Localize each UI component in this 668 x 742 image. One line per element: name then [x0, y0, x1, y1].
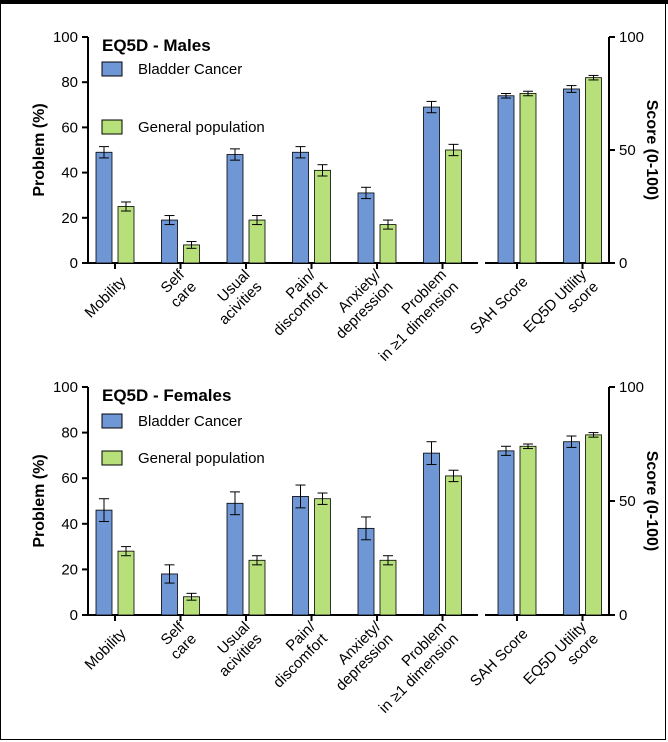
x-tick-label: Pain/discomfort	[258, 266, 332, 340]
bar-general	[519, 93, 537, 264]
x-tick-label: Mobility	[82, 625, 130, 673]
x-tick-label-line: SAH Score	[467, 273, 531, 337]
y-tick-label-left: 60	[61, 119, 78, 136]
legend-swatch-bladder	[101, 413, 123, 429]
x-tick-label: EQ5D Utilityscore	[520, 618, 602, 700]
y-tick-label-right: 50	[619, 142, 636, 159]
bar-bladder	[95, 509, 113, 616]
y-tick-label-right: 50	[619, 493, 636, 510]
y-tick-label-right: 100	[619, 29, 644, 46]
y2-axis-label: Score (0-100)	[643, 451, 660, 552]
legend-label: General population	[138, 119, 265, 136]
y-tick-label-right: 100	[619, 379, 644, 396]
bar-general	[585, 434, 602, 616]
bar-general	[248, 219, 266, 264]
x-tick-label: Selfcare	[155, 618, 200, 663]
bar-bladder	[497, 95, 515, 264]
y-tick-label-left: 20	[61, 561, 78, 578]
y-axis-label: Problem (%)	[31, 454, 48, 547]
legend-swatch-general	[101, 119, 123, 135]
bar-general	[445, 475, 462, 616]
y-tick-label-left: 100	[53, 29, 78, 46]
bar-bladder	[423, 106, 440, 264]
legend-label: General population	[138, 450, 265, 467]
y-tick-label-left: 0	[70, 255, 78, 272]
bar-bladder	[563, 441, 580, 616]
bar-bladder	[357, 192, 375, 264]
bar-bladder	[497, 450, 515, 616]
bar-general	[314, 498, 331, 616]
y-tick-label-right: 0	[619, 607, 627, 624]
y-tick-label-left: 80	[61, 425, 78, 442]
bar-general	[445, 149, 462, 264]
legend-swatch-general	[101, 450, 123, 466]
x-tick-label-line: Mobility	[82, 273, 130, 321]
bar-general	[379, 559, 397, 616]
x-tick-label: Usualacivities	[204, 618, 266, 680]
bar-general	[379, 224, 397, 264]
x-tick-label: SAH Score	[467, 625, 531, 689]
y-tick-label-left: 20	[61, 210, 78, 227]
bar-general	[117, 550, 135, 616]
legend-label: Bladder Cancer	[138, 413, 242, 430]
bar-bladder	[226, 502, 244, 616]
chart-panel-2: 0 20 40 60 80 100 0 50 100 Problem (%) Score (0-10…	[31, 379, 660, 717]
x-tick-label: Pain/discomfort	[258, 618, 332, 692]
legend-swatch-bladder	[101, 61, 123, 77]
bar-bladder	[357, 527, 375, 616]
chart-panel-1: 0 20 40 60 80 100 0 50 100 Problem (%) Score (0-10…	[31, 29, 660, 365]
chart-title: EQ5D - Females	[102, 386, 231, 405]
figure-top-border	[0, 0, 668, 4]
y-tick-label-left: 40	[61, 165, 78, 182]
bar-bladder	[161, 219, 178, 264]
x-tick-label: EQ5D Utilityscore	[520, 266, 602, 348]
y-tick-label-left: 0	[70, 607, 78, 624]
y-tick-label-left: 40	[61, 516, 78, 533]
bar-general	[585, 77, 602, 264]
y-tick-label-left: 60	[61, 470, 78, 487]
x-tick-label-line: SAH Score	[467, 625, 531, 689]
x-tick-label: Anxiety/depression	[320, 266, 397, 343]
x-tick-label: Anxiety/depression	[320, 618, 397, 695]
bar-bladder	[95, 151, 113, 264]
x-tick-label: SAH Score	[467, 273, 531, 337]
y-tick-label-right: 0	[619, 255, 627, 272]
bar-bladder	[292, 496, 309, 616]
bar-general	[248, 559, 266, 616]
y2-axis-label: Score (0-100)	[643, 100, 660, 201]
bar-general	[314, 169, 331, 264]
bar-bladder	[563, 88, 580, 264]
x-tick-label: Mobility	[82, 273, 130, 321]
bar-bladder	[423, 452, 440, 616]
y-axis-label: Problem (%)	[31, 103, 48, 196]
legend-label: Bladder Cancer	[138, 61, 242, 78]
bar-general	[117, 206, 135, 264]
bar-bladder	[226, 154, 244, 264]
chart-title: EQ5D - Males	[102, 36, 211, 55]
bar-bladder	[292, 151, 309, 264]
x-tick-label: Usualacivities	[204, 266, 266, 328]
y-tick-label-left: 80	[61, 74, 78, 91]
x-tick-label: Selfcare	[155, 266, 200, 311]
x-tick-label-line: Mobility	[82, 625, 130, 673]
bar-general	[519, 445, 537, 616]
y-tick-label-left: 100	[53, 379, 78, 396]
